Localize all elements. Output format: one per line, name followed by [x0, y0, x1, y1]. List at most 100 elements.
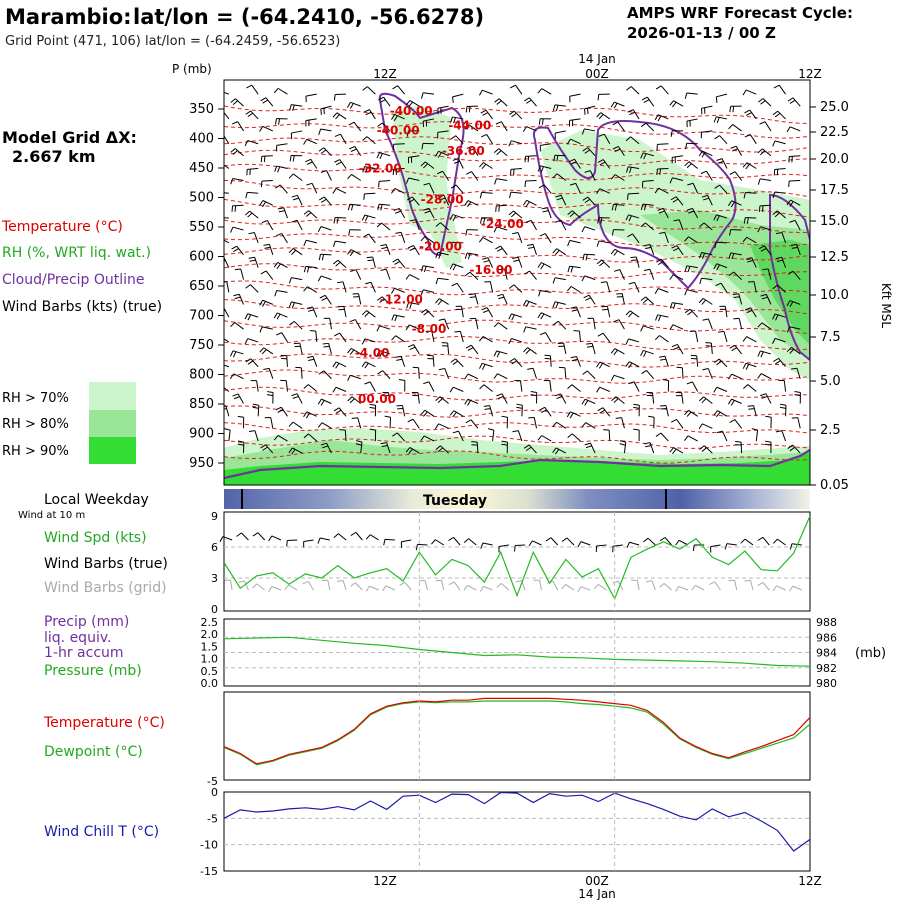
pressure-legend: Pressure (mb) — [44, 663, 142, 679]
barb-flag — [287, 540, 288, 546]
barb-shaft — [262, 156, 273, 157]
barb-flag — [261, 156, 262, 162]
barb-flag — [235, 269, 241, 270]
barb-flag — [528, 156, 529, 162]
barb-shaft — [417, 544, 427, 545]
legend-temperature: Temperature (°C) — [1, 219, 123, 235]
windchill-panel-frame — [224, 792, 810, 871]
barb-flag — [323, 343, 329, 344]
barb-flag — [264, 156, 265, 162]
rh-legend-70-label: RH > 70% — [2, 391, 69, 406]
top-date-label: 14 Jan — [578, 52, 616, 66]
barb-shaft — [258, 405, 259, 416]
barb-flag — [232, 206, 233, 212]
barb-shaft — [262, 180, 273, 181]
grid-point-info: Grid Point (471, 106) lat/lon = (-64.245… — [5, 34, 340, 49]
weekday-name: Tuesday — [423, 493, 487, 509]
rh-legend-90-label: RH > 90% — [2, 444, 69, 459]
barb-flag — [735, 445, 741, 446]
barb-flag — [762, 206, 763, 212]
temperature-legend: Temperature (°C) — [43, 715, 165, 731]
barb-shaft — [550, 356, 551, 367]
barb-flag — [364, 194, 365, 200]
pressure-tick-label: 450 — [189, 161, 214, 176]
pressure-tick-label: 984 — [816, 647, 837, 660]
pressure-tick-label: 750 — [189, 338, 214, 353]
windchill-tick-label: -5 — [207, 812, 218, 825]
pressure-tick-label: 988 — [816, 616, 837, 629]
wind-speed-tick-label: 6 — [211, 541, 218, 554]
wind-speed-tick-label: 3 — [211, 572, 218, 585]
wind-barbs-true-legend: Wind Barbs (true) — [44, 556, 168, 572]
barb-flag — [367, 260, 373, 261]
bottom-time-label-12z-a: 12Z — [373, 874, 397, 888]
bottom-date-label: 14 Jan — [578, 887, 616, 900]
barb-shaft — [496, 205, 507, 206]
barb-flag — [218, 134, 223, 136]
windchill-tick-label: -15 — [200, 865, 218, 878]
barb-flag — [734, 297, 740, 298]
windchill-legend: Wind Chill T (°C) — [44, 824, 159, 840]
top-time-label-12z-b: 12Z — [798, 67, 822, 81]
temperature-contour-label: -40.00 — [390, 104, 433, 118]
barb-shaft — [682, 368, 683, 379]
barb-flag — [525, 181, 526, 187]
barb-flag — [616, 418, 622, 419]
windchill-tick-label: -10 — [200, 839, 218, 852]
precip-accum-legend: 1-hr accum — [44, 645, 124, 661]
height-tick-label: 5.0 — [820, 374, 841, 389]
temperature-contour-label: -16.00 — [469, 263, 512, 277]
kft-msl-label: Kft MSL — [879, 283, 893, 328]
height-tick-label: 0.05 — [820, 478, 849, 493]
precip-tick-label: 1.5 — [201, 640, 219, 653]
barb-flag — [216, 385, 220, 389]
barb-flag — [631, 260, 637, 261]
barb-shaft — [477, 442, 478, 453]
wind-barbs-grid-legend: Wind Barbs (grid) — [44, 580, 167, 596]
temperature-panel-frame — [224, 692, 810, 780]
barb-flag — [220, 218, 221, 224]
barb-flag — [216, 238, 220, 243]
height-tick-label: 22.5 — [820, 125, 849, 140]
bottom-time-label-00z: 00Z — [585, 874, 609, 888]
height-tick-label: 12.5 — [820, 250, 849, 265]
legend-rh: RH (%, WRT liq. wat.) — [2, 245, 151, 261]
rh-legend-80-swatch — [89, 410, 136, 437]
temperature-contour-label: -36.00 — [442, 144, 485, 158]
barb-flag — [217, 218, 218, 224]
rh-legend-90-swatch — [89, 437, 136, 464]
pressure-tick-label: 350 — [189, 102, 214, 117]
barb-shaft — [584, 254, 595, 255]
barb-shaft — [657, 168, 668, 169]
barb-shaft — [335, 218, 346, 219]
barb-shaft — [385, 539, 395, 540]
barb-flag — [762, 269, 768, 270]
precip-tick-label: 2.5 — [201, 616, 219, 629]
barb-flag — [744, 580, 750, 581]
barb-flag — [733, 294, 739, 295]
barb-flag — [496, 206, 497, 212]
temperature-contour-label: -4.00 — [355, 346, 390, 360]
barb-flag — [735, 442, 741, 443]
barb-flag — [748, 409, 754, 410]
windchill-tick-label: 0 — [211, 786, 218, 799]
barb-flag — [217, 192, 218, 198]
barb-flag — [759, 206, 760, 212]
pressure-tick-label: 850 — [189, 397, 214, 412]
barb-flag — [216, 363, 219, 368]
temperature-contour-label: -44.00 — [448, 119, 491, 133]
pressure-unit-right: (mb) — [855, 646, 886, 661]
model-grid-value: 2.667 km — [12, 147, 96, 166]
weekday-label: Local Weekday — [44, 492, 149, 508]
station-name: Marambio: — [5, 5, 132, 29]
pressure-tick-label: 900 — [189, 427, 214, 442]
pressure-tick-label: 600 — [189, 250, 214, 265]
barb-shaft — [716, 242, 727, 243]
pressure-unit-label: P (mb) — [172, 62, 212, 76]
barb-flag — [789, 181, 790, 187]
barb-shaft — [390, 417, 391, 428]
precip-liq-legend: liq. equiv. — [44, 630, 111, 646]
barb-shaft — [526, 180, 537, 181]
pressure-tick-label: 700 — [189, 309, 214, 324]
